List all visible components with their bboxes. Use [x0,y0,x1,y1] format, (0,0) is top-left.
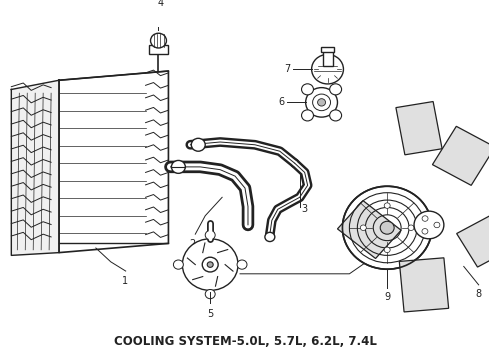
Polygon shape [399,258,449,312]
Circle shape [205,289,215,299]
Text: 4: 4 [157,0,164,8]
Text: 5: 5 [207,309,213,319]
Circle shape [173,260,183,269]
Text: 3: 3 [302,204,308,214]
Circle shape [360,225,367,230]
Circle shape [202,257,218,272]
Text: 9: 9 [384,292,390,302]
Circle shape [330,84,342,95]
Text: 1: 1 [122,276,128,285]
Text: 6: 6 [279,97,285,107]
Circle shape [237,260,247,269]
Circle shape [422,229,428,234]
Circle shape [408,225,414,230]
Bar [322,51,333,66]
Text: 2: 2 [189,239,196,249]
Circle shape [150,33,167,48]
Bar [148,45,169,54]
Circle shape [301,84,314,95]
Polygon shape [433,126,490,185]
Circle shape [330,110,342,121]
Circle shape [380,221,394,234]
Circle shape [301,110,314,121]
Polygon shape [59,71,169,253]
Circle shape [306,87,338,117]
Circle shape [312,54,343,84]
Bar [320,47,335,52]
Circle shape [182,239,238,291]
Circle shape [414,211,444,239]
Circle shape [318,99,325,106]
Text: 7: 7 [285,64,291,74]
Polygon shape [396,102,442,155]
Circle shape [434,222,440,228]
Text: 8: 8 [476,289,482,300]
Polygon shape [338,201,401,258]
Polygon shape [457,211,490,267]
Circle shape [384,247,390,253]
Circle shape [343,186,432,269]
Polygon shape [11,80,59,255]
Circle shape [191,138,205,151]
Text: COOLING SYSTEM-5.0L, 5.7L, 6.2L, 7.4L: COOLING SYSTEM-5.0L, 5.7L, 6.2L, 7.4L [114,334,376,347]
Circle shape [172,161,185,174]
Circle shape [265,232,275,242]
Circle shape [207,262,213,267]
Circle shape [205,230,215,240]
Circle shape [422,216,428,221]
Circle shape [384,203,390,208]
Circle shape [313,94,331,111]
